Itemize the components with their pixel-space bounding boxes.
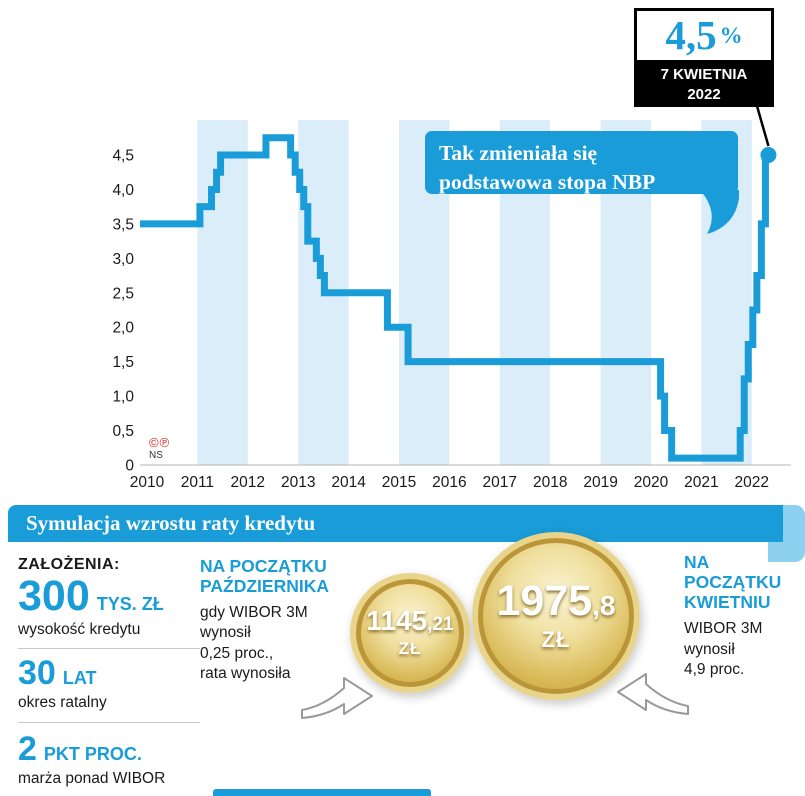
assumption-loan-term: 30 LAT okres ratalny: [18, 654, 203, 712]
divider: [18, 722, 200, 723]
loan-term-row: 30 LAT: [18, 654, 203, 692]
october-desc: gdy WIBOR 3M wynosił 0,25 proc., rata wy…: [200, 604, 308, 682]
divider: [18, 648, 200, 649]
rate-step-line: [140, 134, 769, 462]
chart-title-bubble: Tak zmieniała się podstawowa stopa NBP: [425, 131, 738, 194]
y-tick-label: 2,0: [112, 320, 134, 337]
x-tick-label: 2020: [634, 474, 669, 491]
y-tick-label: 2,5: [112, 285, 134, 302]
x-tick-label: 2014: [331, 474, 366, 491]
x-tick-label: 2018: [533, 474, 567, 491]
x-tick-label: 2015: [382, 474, 416, 491]
rate-date-line1: 7 KWIETNIA: [660, 66, 748, 83]
loan-term-desc: okres ratalny: [18, 693, 107, 711]
october-title: NA POCZĄTKU PAŹDZIERNIKA: [200, 556, 329, 597]
simulation-header: Symulacja wzrostu raty kredytu: [8, 505, 783, 542]
april-desc: WIBOR 3M wynosił 4,9 proc.: [684, 620, 763, 678]
loan-amount-desc: wysokość kredytu: [18, 621, 141, 639]
assumption-loan-amount: 300 TYS. ZŁ wysokość kredytu: [18, 572, 203, 639]
loan-amount-value: 300: [18, 572, 90, 620]
bubble-tail: [700, 190, 739, 234]
october-payment-currency: ZŁ: [398, 639, 422, 658]
margin-value: 2: [18, 730, 37, 768]
april-payment-currency: ZŁ: [541, 626, 571, 652]
y-tick-label: 1,5: [112, 354, 134, 371]
coin-october-payment: 1145,21 ZŁ: [350, 573, 470, 693]
rate-end-dot: [760, 147, 777, 163]
margin-desc: marża ponad WIBOR: [18, 769, 166, 787]
y-tick-label: 1,0: [112, 389, 134, 406]
april-payment-amount: 1975: [496, 576, 593, 625]
x-tick-label: 2013: [281, 474, 315, 491]
x-tick-label: 2022: [735, 474, 769, 491]
y-tick-label: 4,5: [112, 148, 134, 165]
chart-title-line1: Tak zmieniała się: [439, 141, 598, 165]
loan-term-value: 30: [18, 654, 56, 692]
y-tick-label: 3,5: [112, 216, 134, 233]
april-payment-amount-row: 1975,8: [496, 576, 616, 625]
x-tick-label: 2012: [231, 474, 265, 491]
source-initials: NS: [149, 450, 163, 461]
loan-amount-unit: TYS. ZŁ: [96, 594, 164, 614]
coin-april-payment: 1975,8 ZŁ: [472, 532, 640, 700]
october-payment-amount: 1145: [366, 605, 428, 636]
margin-unit: PKT PROC.: [43, 744, 142, 764]
rate-date-badge: 7 KWIETNIA 2022: [634, 61, 774, 107]
x-tick-label: 2021: [684, 474, 718, 491]
loan-term-unit: LAT: [62, 668, 97, 688]
assumption-margin: 2 PKT PROC. marża ponad WIBOR: [18, 730, 203, 788]
y-tick-label: 0,5: [112, 423, 134, 440]
april-payment-decimal: ,8: [592, 589, 616, 621]
october-block: NA POCZĄTKU PAŹDZIERNIKA gdy WIBOR 3M wy…: [200, 556, 365, 684]
y-tick-label: 3,0: [112, 251, 134, 268]
x-tick-label: 2011: [181, 474, 214, 491]
callout-pointer-line: [755, 105, 770, 147]
current-rate-value: 4,5: [665, 12, 717, 58]
october-payment-amount-row: 1145,21: [366, 607, 453, 635]
assumptions-title: ZAŁOŻENIA:: [18, 556, 120, 573]
bottom-strip-decoration: [213, 789, 431, 796]
copyright-icon: ©℗: [149, 435, 171, 450]
y-tick-label: 0: [125, 458, 134, 475]
october-payment-decimal: ,21: [427, 614, 454, 635]
arrow-to-april-coin-icon: [617, 673, 689, 715]
april-title: NA POCZĄTKU KWIETNIU: [684, 552, 782, 613]
chart-title-line2: podstawowa stopa NBP: [439, 169, 656, 194]
april-block: NA POCZĄTKU KWIETNIU WIBOR 3M wynosił 4,…: [684, 552, 802, 680]
rate-date-line2: 2022: [687, 86, 721, 104]
x-tick-label: 2017: [483, 474, 517, 491]
x-tick-label: 2016: [432, 474, 466, 491]
loan-amount-row: 300 TYS. ZŁ: [18, 572, 203, 620]
margin-row: 2 PKT PROC.: [18, 730, 203, 768]
copyright-marks: ©℗ NS: [149, 436, 170, 461]
arrow-to-october-coin-icon: [301, 677, 373, 719]
x-tick-label: 2010: [130, 474, 165, 491]
current-rate-callout: 4,5%: [634, 8, 774, 63]
year-stripe: [197, 120, 248, 465]
percent-sign: %: [719, 22, 743, 48]
x-tick-label: 2019: [583, 474, 617, 491]
y-tick-label: 4,0: [112, 182, 134, 199]
